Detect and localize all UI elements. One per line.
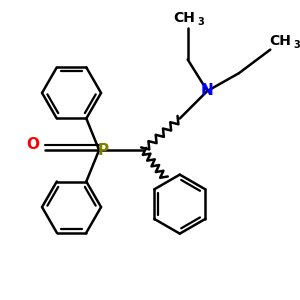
Text: 3: 3 [197,16,204,27]
Text: O: O [27,136,40,152]
Text: CH: CH [173,11,195,25]
Text: 3: 3 [293,40,300,50]
Text: CH: CH [269,34,291,48]
Text: P: P [98,142,109,158]
Text: N: N [201,83,214,98]
